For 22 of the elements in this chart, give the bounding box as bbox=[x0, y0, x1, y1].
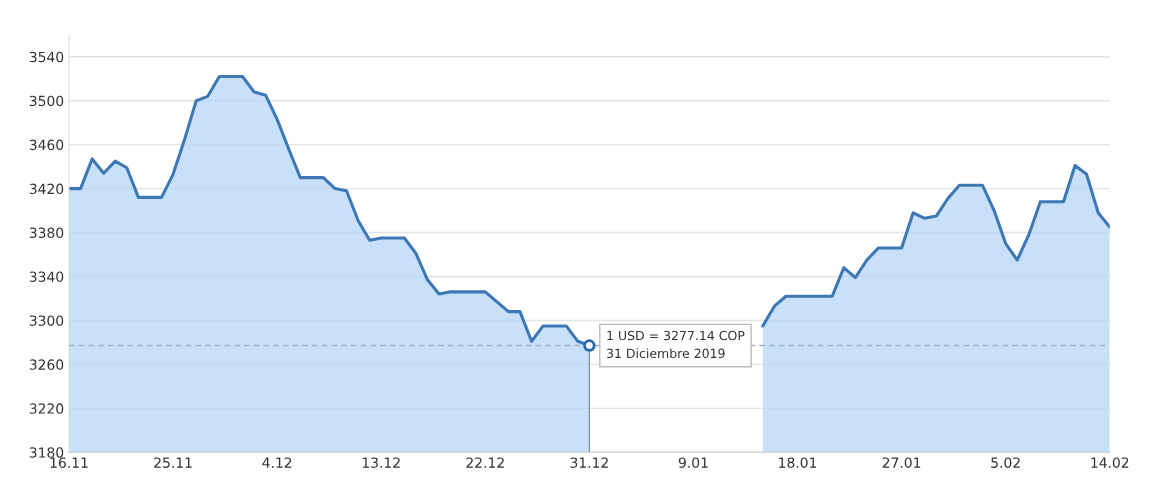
x-tick-label: 27.01 bbox=[882, 457, 921, 468]
x-tick-label: 5.02 bbox=[991, 457, 1020, 468]
y-tick-label: 3340 bbox=[29, 271, 64, 282]
x-tick-label: 22.12 bbox=[466, 457, 504, 468]
x-tick-label: 9.01 bbox=[678, 457, 708, 468]
y-tick-label: 3260 bbox=[29, 359, 64, 370]
y-tick-label: 3180 bbox=[29, 447, 64, 458]
y-tick-label: 3300 bbox=[29, 315, 64, 326]
y-tick-label: 3540 bbox=[29, 51, 64, 63]
x-tick-label: 31.12 bbox=[570, 457, 608, 468]
x-tick-label: 4.12 bbox=[262, 457, 292, 468]
y-tick-label: 3460 bbox=[29, 139, 64, 151]
x-tick-label: 14.02 bbox=[1091, 457, 1129, 468]
y-tick-label: 3380 bbox=[29, 227, 64, 239]
x-tick-label: 25.11 bbox=[154, 457, 192, 468]
x-tick-label: 13.12 bbox=[362, 457, 400, 468]
x-tick-label: 16.11 bbox=[50, 457, 88, 468]
y-tick-label: 3500 bbox=[29, 95, 64, 107]
annotation: 1 USD = 3277.14 COP 31 Diciembre 2019 bbox=[606, 330, 745, 359]
y-tick-label: 3420 bbox=[29, 183, 64, 195]
y-tick-label: 3220 bbox=[29, 403, 64, 414]
x-tick-label: 18.01 bbox=[779, 457, 817, 468]
